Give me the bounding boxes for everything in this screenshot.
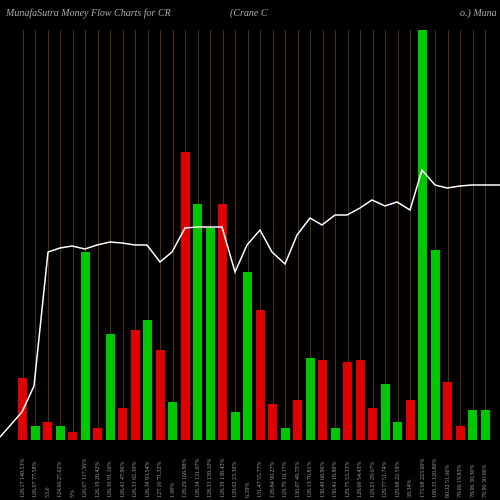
title-part-1: MunafaSutra Money Flow Charts for CR bbox=[6, 8, 171, 19]
x-axis-label: 128.39 138.43% bbox=[220, 459, 226, 499]
x-axis-label: 128.60 54.43% bbox=[357, 462, 363, 499]
x-axis-label: 129.70 18.17% bbox=[282, 462, 288, 499]
trend-line bbox=[0, 30, 500, 440]
x-axis-label: 80.32 51.66% bbox=[445, 465, 451, 499]
x-axis-label: 129.68 22.59% bbox=[395, 462, 401, 499]
chart-title: MunafaSutra Money Flow Charts for CR (Cr… bbox=[0, 8, 500, 28]
x-axis-label: 1.00% bbox=[170, 483, 176, 499]
x-axis-label: 78.96 30.06% bbox=[482, 465, 488, 499]
x-axis-label: 6.39% bbox=[245, 483, 251, 499]
x-axis-label: 126.36 91.16% bbox=[107, 462, 113, 499]
x-axis-label: 128.84 90.27% bbox=[270, 462, 276, 499]
x-axis-label: 126.07 77.58% bbox=[32, 462, 38, 499]
chart-area bbox=[0, 30, 500, 440]
x-axis-label: 180.35 120.86% bbox=[432, 459, 438, 499]
x-axis-label: 128.34 131.67% bbox=[195, 459, 201, 499]
x-axis-labels: 128.17 149.53% 126.07 77.58% 53.6 124.66 27… bbox=[0, 440, 500, 500]
title-part-2: (Crane C bbox=[230, 8, 268, 19]
x-axis-label: 130.41 18.80% bbox=[332, 462, 338, 499]
x-axis-label: 127.10 71.32% bbox=[157, 462, 163, 499]
x-axis-label: 124.66 27.62% bbox=[57, 462, 63, 499]
x-axis-label: 130.07 49.75% bbox=[295, 462, 301, 499]
x-axis-label: 129.77 51.74% bbox=[382, 462, 388, 499]
x-axis-label: 129.02 23.30% bbox=[232, 462, 238, 499]
x-axis-label: 5% bbox=[70, 490, 76, 498]
x-axis-label: 173.68 223.60% bbox=[420, 459, 426, 499]
x-axis-label: 129.25 29.67% bbox=[370, 462, 376, 499]
x-axis-label: 78.96 30.30% bbox=[470, 465, 476, 499]
x-axis-label: 126.33 82.30% bbox=[132, 462, 138, 499]
x-axis-label: 78.66 19.83% bbox=[457, 465, 463, 499]
x-axis-label: 128.33 139.10% bbox=[207, 459, 213, 499]
x-axis-label: 129.75 53.33% bbox=[345, 462, 351, 499]
x-axis-label: 128.13 76.81% bbox=[307, 462, 313, 499]
x-axis-label: 126.34 93.54% bbox=[145, 462, 151, 499]
x-axis-label: 39.34% bbox=[407, 480, 413, 499]
x-axis-label: 126.07 117.36% bbox=[82, 459, 88, 498]
x-axis-label: 53.6 bbox=[45, 488, 51, 499]
x-axis-label: 128.17 149.53% bbox=[20, 459, 26, 499]
title-part-3: o.) Muna bbox=[460, 8, 497, 19]
x-axis-label: 131.47 55.77% bbox=[257, 462, 263, 499]
x-axis-label: 126.41 47.96% bbox=[120, 462, 126, 499]
x-axis-label: 130.40 68.96% bbox=[320, 462, 326, 499]
x-axis-label: 128.29 166.88% bbox=[182, 459, 188, 499]
x-axis-label: 126.19 20.42% bbox=[95, 462, 101, 499]
